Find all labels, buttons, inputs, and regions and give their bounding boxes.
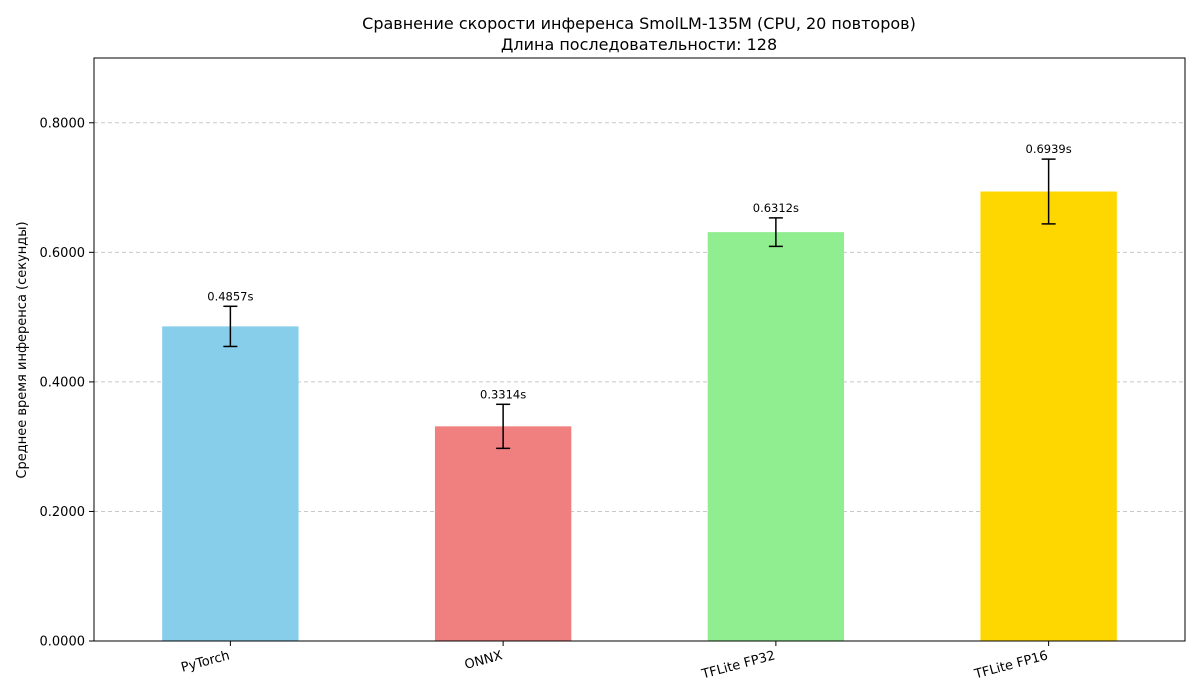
- data-label: 0.4857s: [207, 289, 253, 303]
- x-tick-label: PyTorch: [180, 648, 232, 675]
- y-tick-label: 0.8000: [40, 116, 86, 131]
- data-labels-layer: 0.4857s 0.3314s 0.6312s 0.6939s: [207, 142, 1071, 401]
- x-tick-label: TFLite FP32: [699, 648, 777, 682]
- data-label: 0.3314s: [480, 387, 526, 401]
- y-tick-label: 0.6000: [40, 246, 86, 261]
- bar: [707, 232, 845, 641]
- error-bars-layer: [223, 158, 1056, 450]
- bars-layer: [162, 191, 1117, 641]
- bar: [434, 426, 572, 641]
- y-tick-label: 0.2000: [40, 505, 86, 520]
- y-tick-label: 0.0000: [40, 635, 86, 650]
- y-tick-label: 0.4000: [40, 375, 86, 390]
- chart-title: Сравнение скорости инференса SmolLM-135M…: [362, 14, 916, 33]
- x-tick-label: TFLite FP16: [972, 648, 1050, 682]
- data-label: 0.6312s: [753, 201, 799, 215]
- chart-subtitle: Длина последовательности: 128: [501, 35, 777, 54]
- y-axis-label: Среднее время инференса (секунды): [15, 221, 30, 478]
- x-ticks-layer: PyTorch ONNX TFLite FP32 TFLite FP16: [180, 641, 1050, 683]
- x-tick-label: ONNX: [463, 648, 504, 673]
- data-label: 0.6939s: [1026, 142, 1072, 156]
- plot-frame: [93, 57, 1186, 642]
- y-ticks-layer: 0.0000 0.2000 0.4000 0.6000 0.8000: [40, 116, 94, 650]
- bar: [162, 326, 299, 641]
- bar: [980, 191, 1117, 641]
